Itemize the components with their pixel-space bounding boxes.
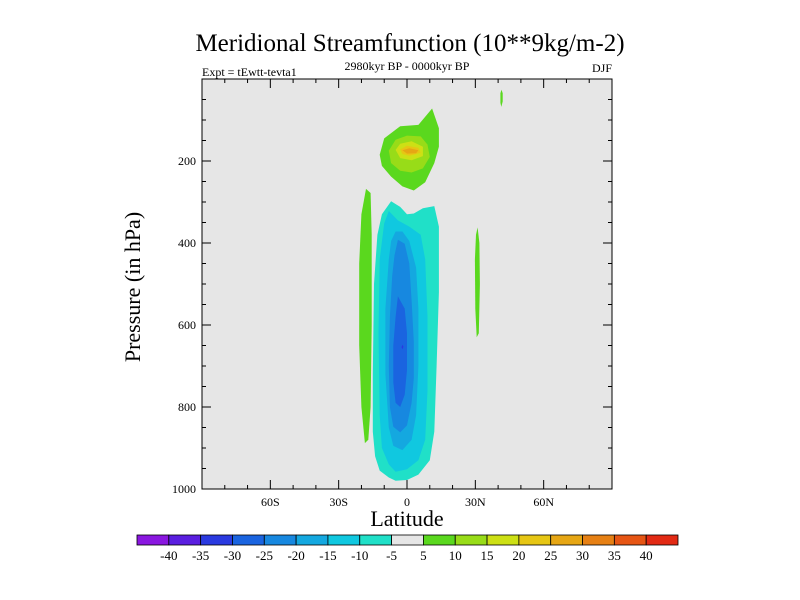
colorbar-swatch [582, 534, 615, 546]
northern-positive-band-5 [474, 227, 480, 338]
subtitle-left: Expt = tEwtt-tevta1 [202, 65, 297, 79]
colorbar-swatch [295, 534, 329, 546]
colorbar-swatch [359, 534, 392, 546]
x-tick-label: 30S [329, 495, 348, 509]
x-axis-label: Latitude [370, 506, 443, 531]
colorbar-swatch [550, 534, 583, 546]
y-tick-label: 200 [178, 154, 196, 168]
colorbar-swatch [391, 534, 424, 546]
colorbar-swatch [486, 534, 520, 546]
y-tick-label: 1000 [172, 482, 196, 496]
colorbar-label: 15 [481, 548, 494, 563]
y-tick-label: 400 [178, 236, 196, 250]
colorbar-label: 5 [420, 548, 427, 563]
x-tick-label: 60N [533, 495, 554, 509]
colorbar-swatch [518, 534, 552, 546]
y-axis-label: Pressure (in hPa) [120, 212, 145, 362]
colorbar-label: 30 [576, 548, 589, 563]
colorbar-swatch [168, 534, 202, 546]
x-tick-label: 30N [465, 495, 486, 509]
colorbar-label: -40 [160, 548, 177, 563]
colorbar-label: -20 [287, 548, 304, 563]
y-tick-label: 600 [178, 318, 196, 332]
colorbar-label: 20 [512, 548, 525, 563]
neg-cell-30 [401, 344, 404, 350]
chart-title: Meridional Streamfunction (10**9kg/m-2) [195, 30, 624, 57]
colorbar-swatch [200, 534, 233, 546]
neg-cell-25 [393, 296, 407, 407]
x-tick-label: 60S [261, 495, 280, 509]
colorbar-label: -15 [319, 548, 336, 563]
colorbar-label: -25 [256, 548, 273, 563]
x-tick-label: 0 [404, 495, 410, 509]
colorbar-swatch [645, 534, 679, 546]
colorbar-label: -5 [386, 548, 397, 563]
subtitle-right: DJF [592, 61, 612, 75]
colorbar-swatch [423, 534, 456, 546]
colorbar-swatch [263, 534, 297, 546]
colorbar-label: 40 [640, 548, 653, 563]
colorbar-swatch [327, 534, 361, 546]
y-tick-label: 800 [178, 400, 196, 414]
colorbar-label: -35 [192, 548, 209, 563]
southern-positive-band-5 [359, 188, 372, 444]
ticks-layer: 60S 30S 0 30N 60N 200 400 600 800 1000 [172, 78, 613, 509]
contour-layer [359, 89, 503, 481]
colorbar-label: 10 [449, 548, 462, 563]
colorbar-label: 25 [544, 548, 557, 563]
upper-speck-5 [500, 89, 503, 107]
colorbar-label: 35 [608, 548, 621, 563]
colorbar: -40 -35 -30 -25 -20 -15 -10 -5 5 10 15 20 25 30 35 40 [136, 534, 679, 563]
colorbar-swatch [232, 534, 265, 546]
colorbar-swatch [136, 534, 170, 546]
colorbar-label: -10 [351, 548, 368, 563]
colorbar-label: -30 [224, 548, 241, 563]
colorbar-swatch [613, 534, 647, 546]
colorbar-swatch [454, 534, 488, 546]
upper-cell-25 [402, 148, 419, 154]
subtitle-center: 2980kyr BP - 0000kyr BP [345, 59, 470, 73]
